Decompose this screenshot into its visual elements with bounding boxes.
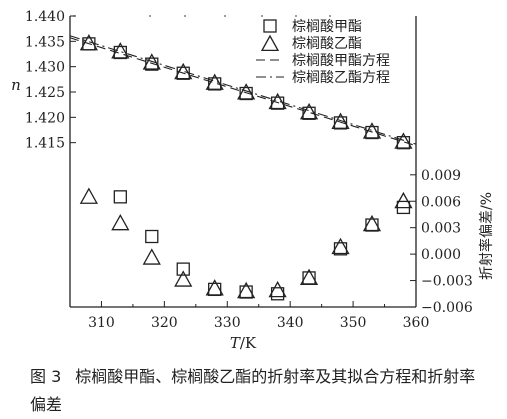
legend-item: 棕榈酸乙酯方程 xyxy=(256,70,390,86)
y-right-axis-title: 折射率偏差/% xyxy=(478,192,495,280)
y-left-tick-label: 1.435 xyxy=(25,34,65,50)
y-right-tick-label: 0.009 xyxy=(421,168,461,184)
fit-line-methyl xyxy=(69,37,417,147)
top-edge-dot xyxy=(149,15,151,17)
triangle-point-right xyxy=(299,268,319,285)
top-edge-dot xyxy=(224,15,226,17)
y-left-tick-label: 1.415 xyxy=(25,136,65,152)
legend-label: 棕榈酸乙酯 xyxy=(292,36,362,52)
triangle-point-right xyxy=(331,237,350,255)
caption-text: 棕榈酸甲酯、棕榈酸乙酯的折射率及其拟合方程和折射率偏差 xyxy=(30,367,476,414)
x-tick-label: 350 xyxy=(340,315,367,331)
fit-line-ethyl xyxy=(69,35,417,145)
y-right-tick-label: 0.006 xyxy=(421,194,461,210)
square-point-right xyxy=(176,262,190,276)
legend-label: 棕榈酸甲酯方程 xyxy=(292,53,390,69)
y-right-tick-label: −0.003 xyxy=(421,274,473,290)
top-edge-dot xyxy=(184,15,186,17)
top-edge-dot xyxy=(295,15,297,17)
triangle-point-right xyxy=(394,191,413,209)
y-right-tick-label: 0.000 xyxy=(421,247,461,263)
triangle-point-right xyxy=(268,280,287,298)
legend-label: 棕榈酸乙酯方程 xyxy=(292,70,390,86)
legend-label: 棕榈酸甲酯 xyxy=(292,19,362,35)
top-edge-dot xyxy=(329,15,331,17)
square-point-right xyxy=(113,190,127,204)
top-edge-dot xyxy=(261,15,263,17)
triangle-point-right xyxy=(205,279,224,296)
triangle-point-right xyxy=(174,270,193,287)
legend-item: 棕榈酸甲酯方程 xyxy=(256,53,390,69)
legend-item: 棕榈酸甲酯 xyxy=(263,19,362,35)
caption-number: 图 3 xyxy=(30,367,62,386)
triangle-point-left xyxy=(394,132,413,149)
y-left-tick-label: 1.420 xyxy=(25,110,65,126)
triangle-point-right xyxy=(237,281,256,299)
y-left-tick-label: 1.440 xyxy=(25,9,65,25)
y-right-tick-label: 0.003 xyxy=(421,221,461,237)
legend-square-icon xyxy=(263,19,277,33)
x-tick-label: 360 xyxy=(403,315,430,331)
figure-caption: 图 3 棕榈酸甲酯、棕榈酸乙酯的折射率及其拟合方程和折射率偏差 xyxy=(30,363,490,419)
triangle-point-right xyxy=(142,248,161,265)
legend-item: 棕榈酸乙酯 xyxy=(260,34,362,52)
triangle-point-left xyxy=(331,112,350,129)
triangle-point-right xyxy=(79,187,98,204)
x-axis-title: T/K xyxy=(230,334,257,352)
square-point-right xyxy=(145,229,159,244)
square-point-left xyxy=(270,96,285,110)
triangle-point-right xyxy=(111,213,130,231)
y-left-tick-label: 1.425 xyxy=(25,85,65,101)
y-right-tick-label: −0.006 xyxy=(421,300,473,316)
axes: 310 320 330 340 350 360 1.415 1.420 1.425 1.430 1.… xyxy=(11,9,495,352)
legend-triangle-icon xyxy=(260,34,280,52)
x-tick-label: 310 xyxy=(88,315,115,331)
plot-area xyxy=(69,34,417,301)
triangle-point-right xyxy=(362,214,382,232)
y-left-axis-title: n xyxy=(11,76,21,94)
triangle-point-left xyxy=(142,53,161,70)
y-left-tick-label: 1.430 xyxy=(25,60,65,76)
x-tick-label: 320 xyxy=(151,315,178,331)
x-tick-label: 330 xyxy=(214,315,241,331)
x-tick-label: 340 xyxy=(277,315,304,331)
